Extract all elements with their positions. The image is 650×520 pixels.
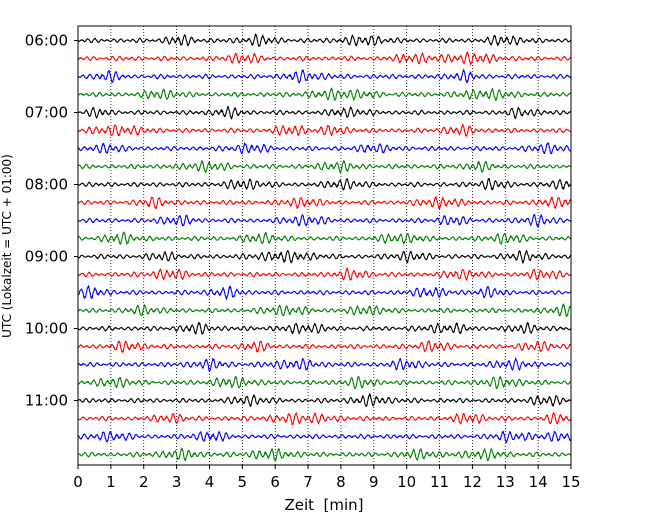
vertical-grid [110,26,539,465]
trace-0730 [77,142,572,155]
trace-0945 [77,303,572,317]
trace-0815 [77,196,572,210]
trace-0600 [77,33,572,47]
trace-0645 [77,87,572,101]
trace-0715 [77,123,572,137]
x-tick-label: 6 [270,473,280,491]
y-axis-label: UTC (Lokalzeit = UTC + 01:00) [0,154,14,338]
trace-1000 [77,321,572,335]
trace-0615 [77,51,572,66]
x-tick-label: 9 [369,473,379,491]
x-tick-label: 12 [463,473,482,491]
y-tick-label: 11:00 [25,392,68,410]
x-tick-label: 7 [303,473,313,491]
plot-frame [77,25,572,466]
trace-1045 [77,375,572,390]
trace-0745 [77,160,572,174]
x-tick-label: 10 [397,473,416,491]
x-axis-label: Zeit [min] [284,496,363,514]
y-tick-label: 06:00 [25,32,68,50]
x-tick-label: 8 [336,473,346,491]
trace-0700 [77,105,572,120]
trace-1100 [77,393,572,407]
trace-1145 [77,447,572,462]
trace-0800 [77,177,572,191]
trace-1030 [77,357,572,372]
trace-0630 [77,69,572,84]
x-tick-label: 13 [496,473,515,491]
x-tick-label: 5 [238,473,248,491]
x-tick-label: 4 [205,473,215,491]
x-tick-label: 2 [139,473,149,491]
trace-0930 [77,285,572,300]
y-tick-label: 09:00 [25,248,68,266]
trace-series [77,33,572,462]
trace-1015 [77,340,572,354]
x-tick-label: 0 [73,473,83,491]
trace-0915 [77,267,572,281]
y-tick-label: 10:00 [25,320,68,338]
x-tick-label: 3 [172,473,182,491]
y-tick-label: 08:00 [25,176,68,194]
y-axis-ticks: 06:00 07:00 08:00 09:00 10:00 11:00 [25,32,78,410]
x-axis-ticks: 0 1 2 3 4 5 6 7 8 9 10 11 12 13 14 15 [73,465,581,491]
y-tick-label: 07:00 [25,104,68,122]
x-tick-label: 11 [430,473,449,491]
x-tick-label: 14 [529,473,548,491]
trace-0830 [77,213,572,228]
trace-0900 [77,250,572,264]
x-tick-label: 1 [106,473,116,491]
trace-1130 [77,430,572,444]
trace-0845 [77,231,572,245]
x-tick-label: 15 [561,473,580,491]
trace-1115 [77,412,572,426]
